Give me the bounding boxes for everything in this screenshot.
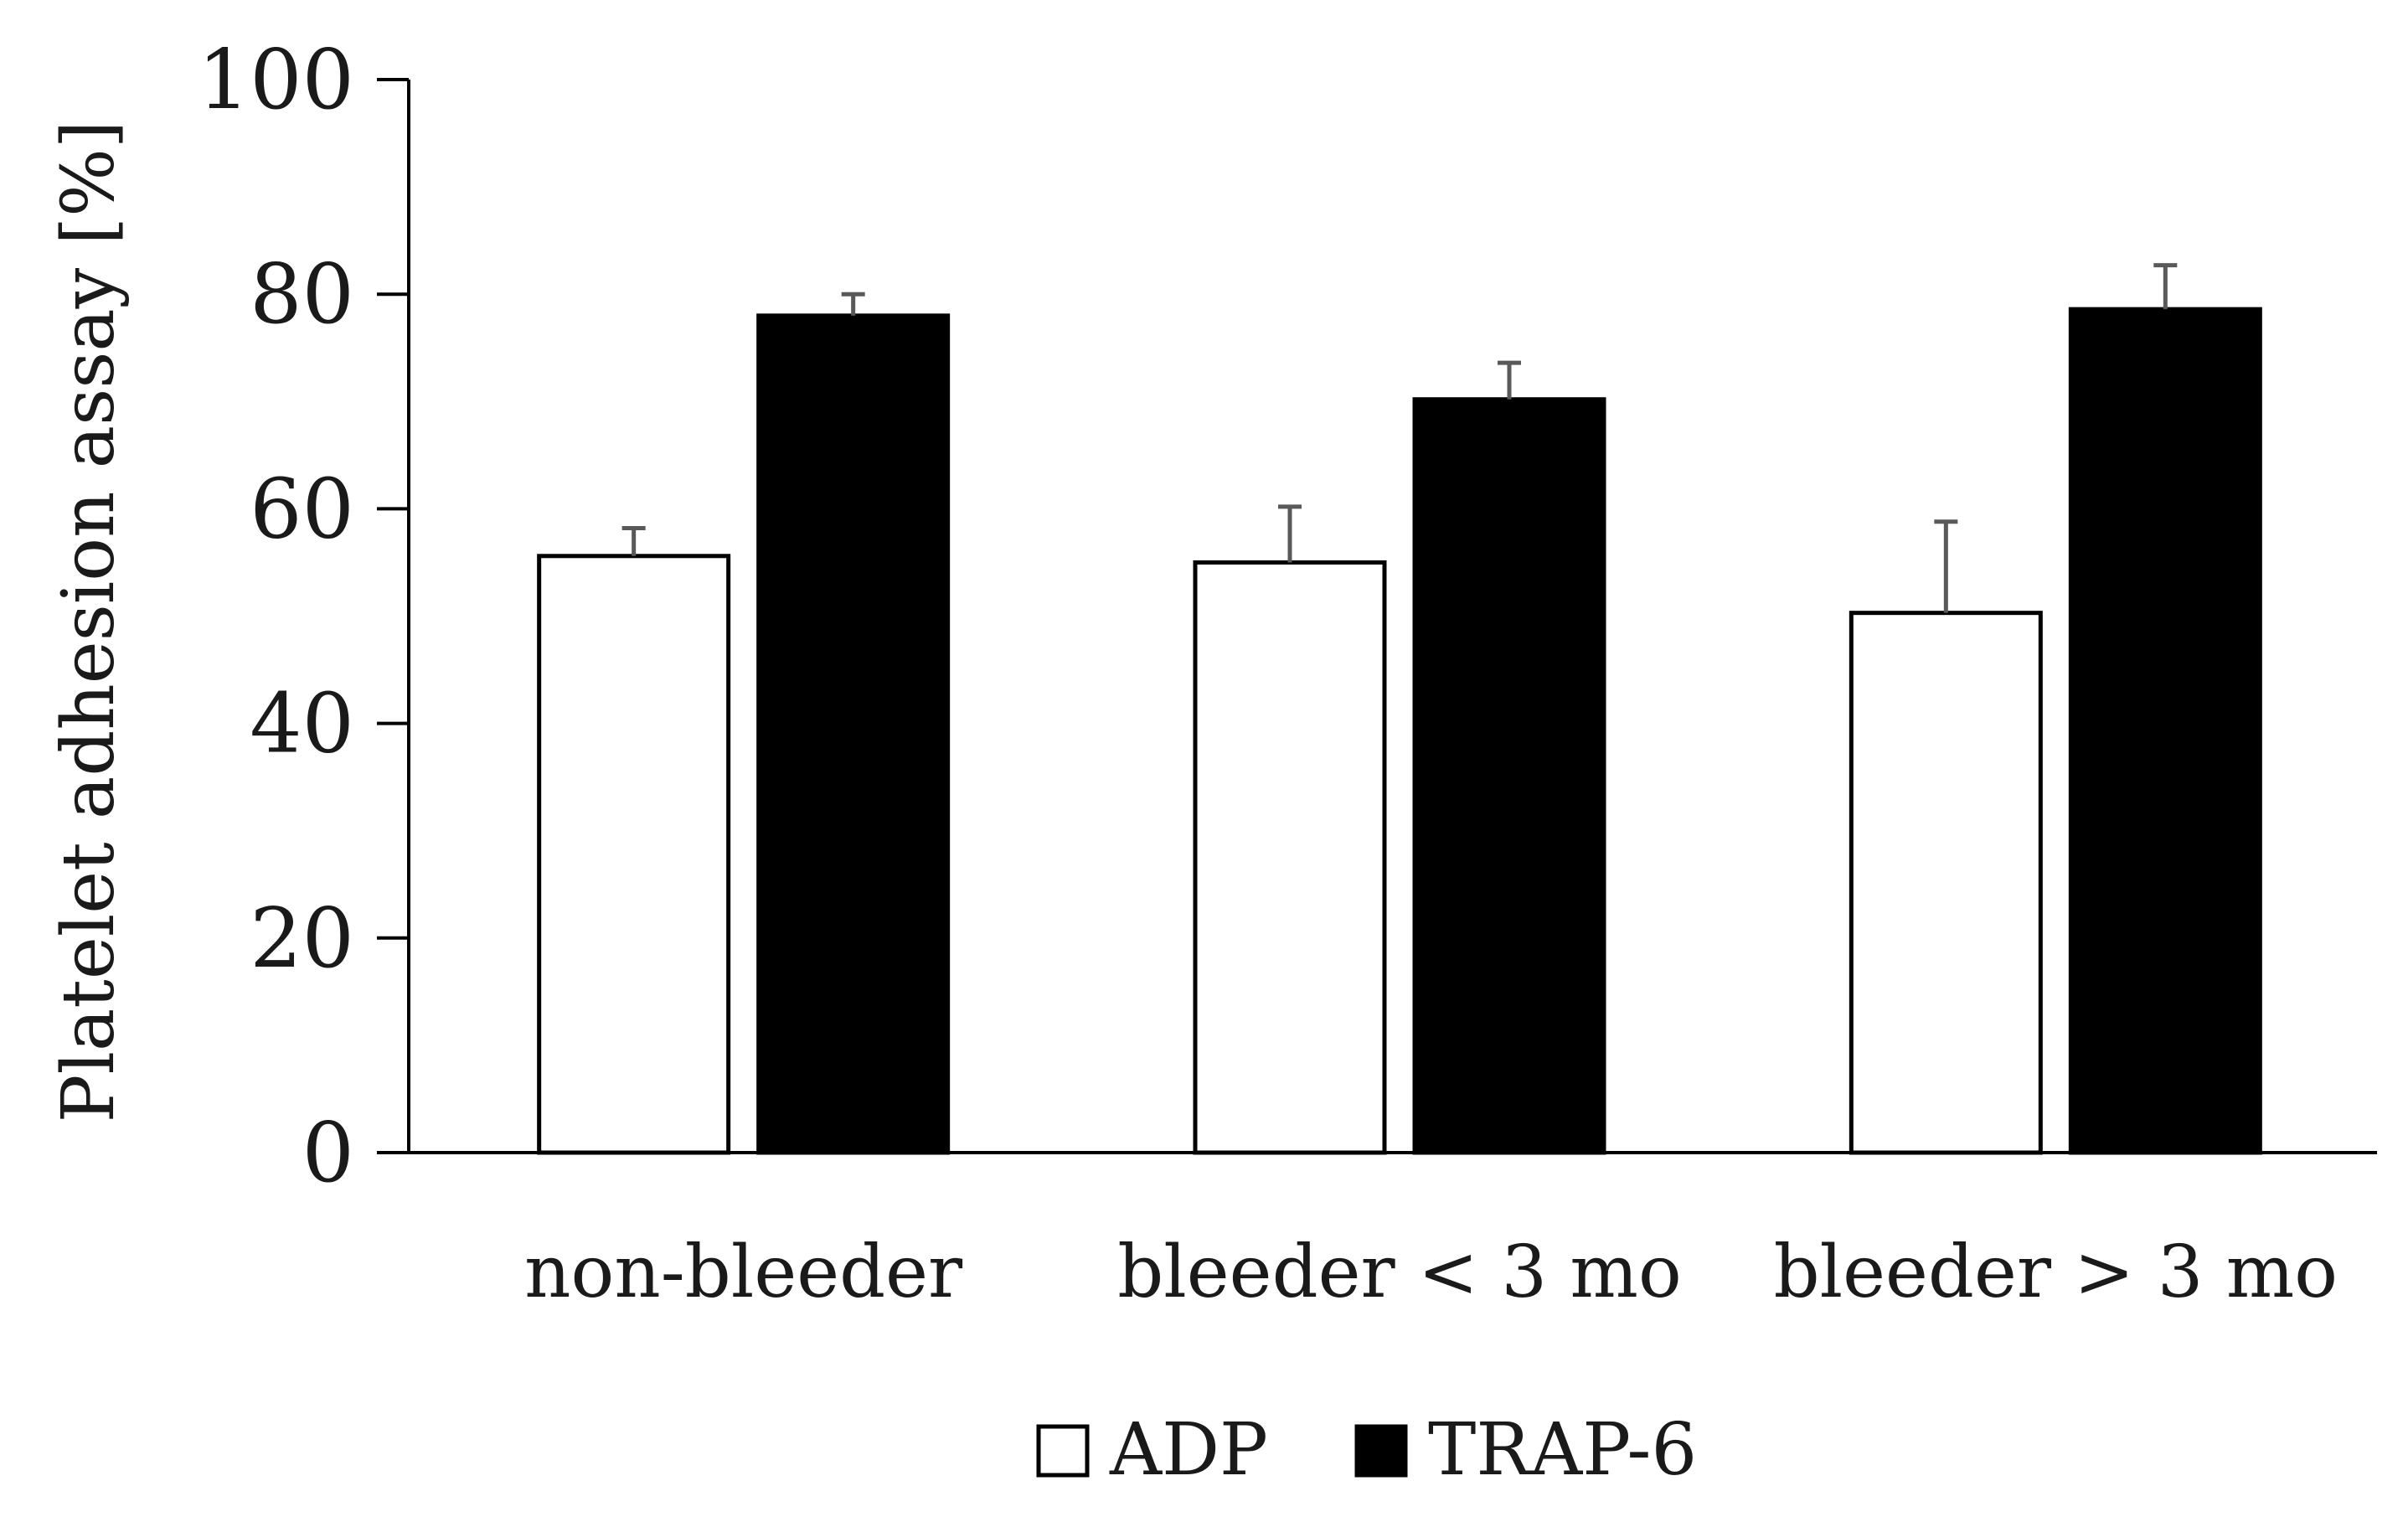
bar-adp-1: [537, 554, 731, 1155]
x-category-label: bleeder < 3 mo: [1117, 1231, 1682, 1314]
bar-adp-3: [1849, 611, 2043, 1155]
bar-trap-6-3: [2068, 307, 2262, 1155]
y-tick-label: 80: [250, 247, 354, 343]
y-tick-label: 0: [302, 1106, 354, 1201]
y-axis-ticks: 0 20 40 60 80 100: [198, 33, 409, 1201]
bars: [537, 307, 2262, 1155]
y-tick-label: 20: [250, 891, 354, 987]
bar-adp-2: [1193, 560, 1387, 1155]
bar-trap-6-1: [756, 313, 951, 1155]
legend-swatch-adp: [1036, 1424, 1090, 1478]
bar-trap-6-2: [1412, 397, 1606, 1155]
x-axis-category-labels: non-bleeder bleeder < 3 mo bleeder > 3 mo: [524, 1231, 2338, 1314]
error-bars: [621, 263, 2178, 613]
x-category-label: non-bleeder: [524, 1231, 963, 1314]
legend-label-adp: ADP: [1109, 1408, 1268, 1492]
legend-label-trap-6: TRAP-6: [1428, 1408, 1697, 1492]
legend-swatch-trap-6: [1354, 1424, 1408, 1478]
legend: ADP TRAP-6: [1036, 1408, 1697, 1492]
y-tick-label: 100: [198, 33, 354, 128]
y-tick-label: 60: [250, 462, 354, 557]
y-tick-label: 40: [250, 677, 354, 772]
y-axis-title: Platelet adhesion assay [%]: [47, 121, 131, 1123]
x-category-label: bleeder > 3 mo: [1774, 1231, 2338, 1314]
